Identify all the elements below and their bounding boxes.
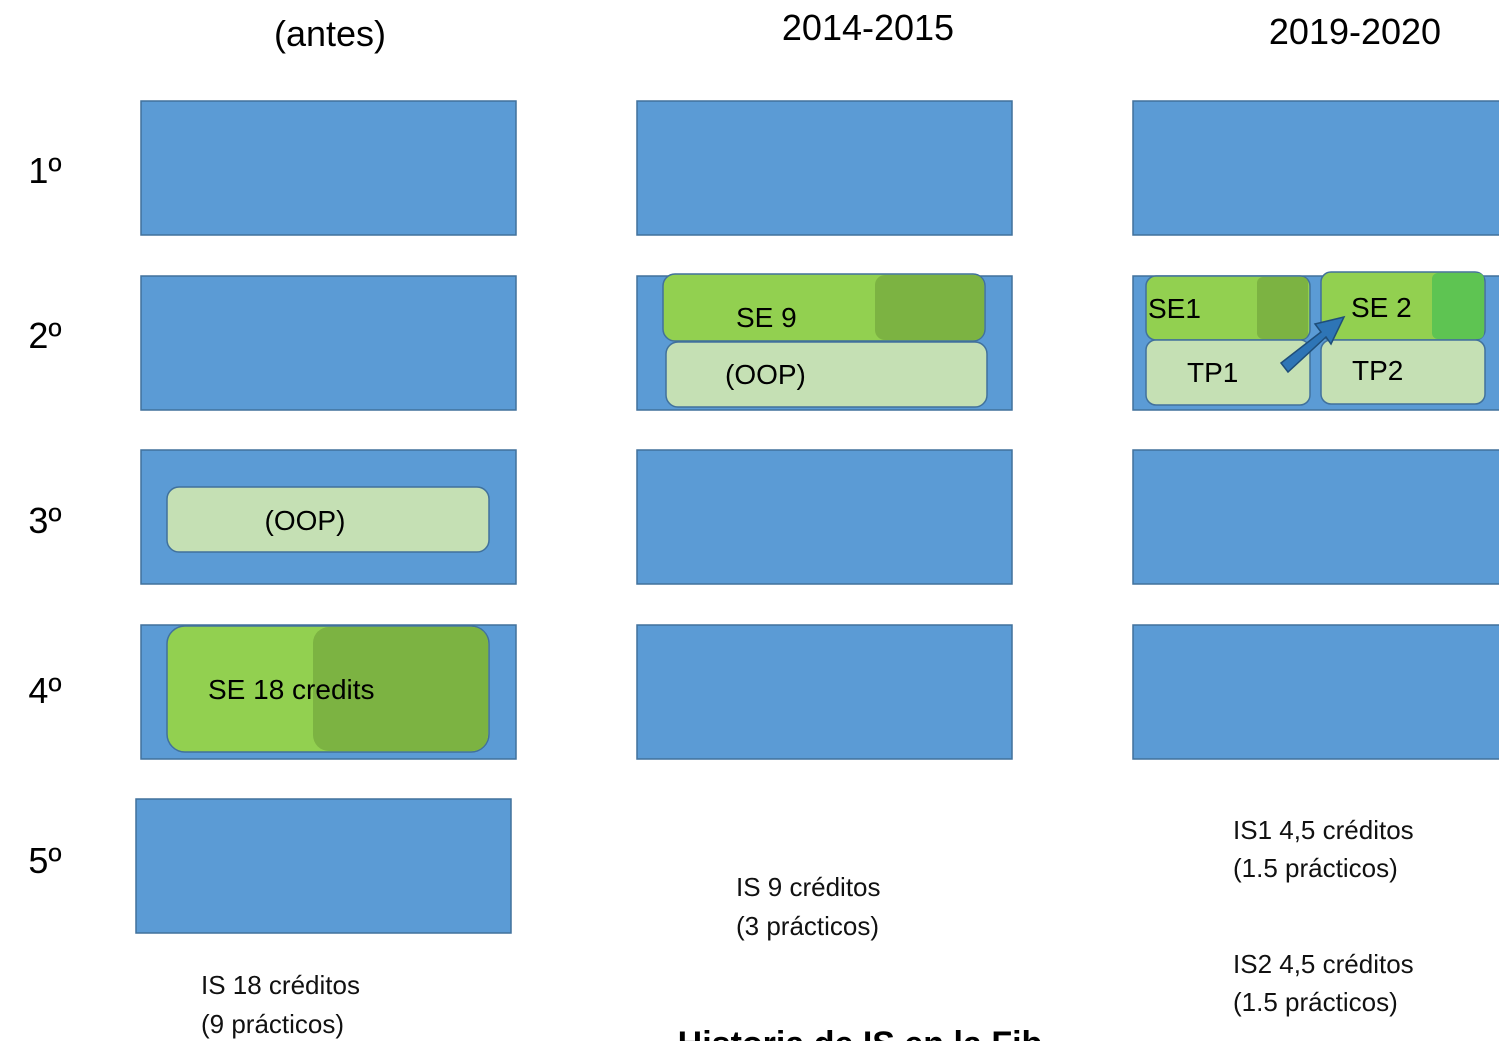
course-label: (OOP) xyxy=(265,505,346,536)
course-box xyxy=(166,486,490,553)
note: (9 prácticos) xyxy=(201,1009,344,1039)
year-block xyxy=(636,100,1013,236)
course-label: SE 9 xyxy=(736,302,797,333)
year-block xyxy=(140,275,517,411)
note: IS2 4,5 créditos xyxy=(1233,949,1414,979)
year-block xyxy=(1132,449,1499,585)
course-label: TP1 xyxy=(1187,357,1238,388)
note: IS1 4,5 créditos xyxy=(1233,815,1414,845)
note: (3 prácticos) xyxy=(736,911,879,941)
row-label: 3º xyxy=(28,500,61,541)
slide-title: Historia de IS en la Fib xyxy=(678,1025,1043,1041)
course-label: SE1 xyxy=(1148,293,1201,324)
year-block xyxy=(1132,624,1499,760)
row-label: 4º xyxy=(28,670,61,711)
course-box xyxy=(665,341,988,408)
year-block xyxy=(636,449,1013,585)
course-label: TP2 xyxy=(1352,355,1403,386)
course-box xyxy=(1145,339,1311,406)
year-block xyxy=(1132,100,1499,236)
note: (1.5 prácticos) xyxy=(1233,853,1398,883)
year-block xyxy=(135,798,512,934)
note: IS 9 créditos xyxy=(736,872,881,902)
column-header: 2019-2020 xyxy=(1269,11,1441,52)
course-label: (OOP) xyxy=(725,359,806,390)
course-label: SE 2 xyxy=(1351,292,1412,323)
column-header: 2014-2015 xyxy=(782,7,954,48)
year-block xyxy=(636,624,1013,760)
course-box xyxy=(1320,339,1486,405)
column-header: (antes) xyxy=(274,13,386,54)
row-label: 5º xyxy=(28,840,61,881)
note: (1.5 prácticos) xyxy=(1233,987,1398,1017)
practice-part xyxy=(313,627,488,751)
practice-part xyxy=(1432,273,1484,339)
practice-part xyxy=(1257,277,1308,339)
year-block xyxy=(140,100,517,236)
practice-part xyxy=(875,275,984,340)
arrow xyxy=(1279,315,1346,374)
note: IS 18 créditos xyxy=(201,970,360,1000)
row-label: 1º xyxy=(28,150,61,191)
row-label: 2º xyxy=(28,315,61,356)
course-label: SE 18 credits xyxy=(208,674,375,705)
